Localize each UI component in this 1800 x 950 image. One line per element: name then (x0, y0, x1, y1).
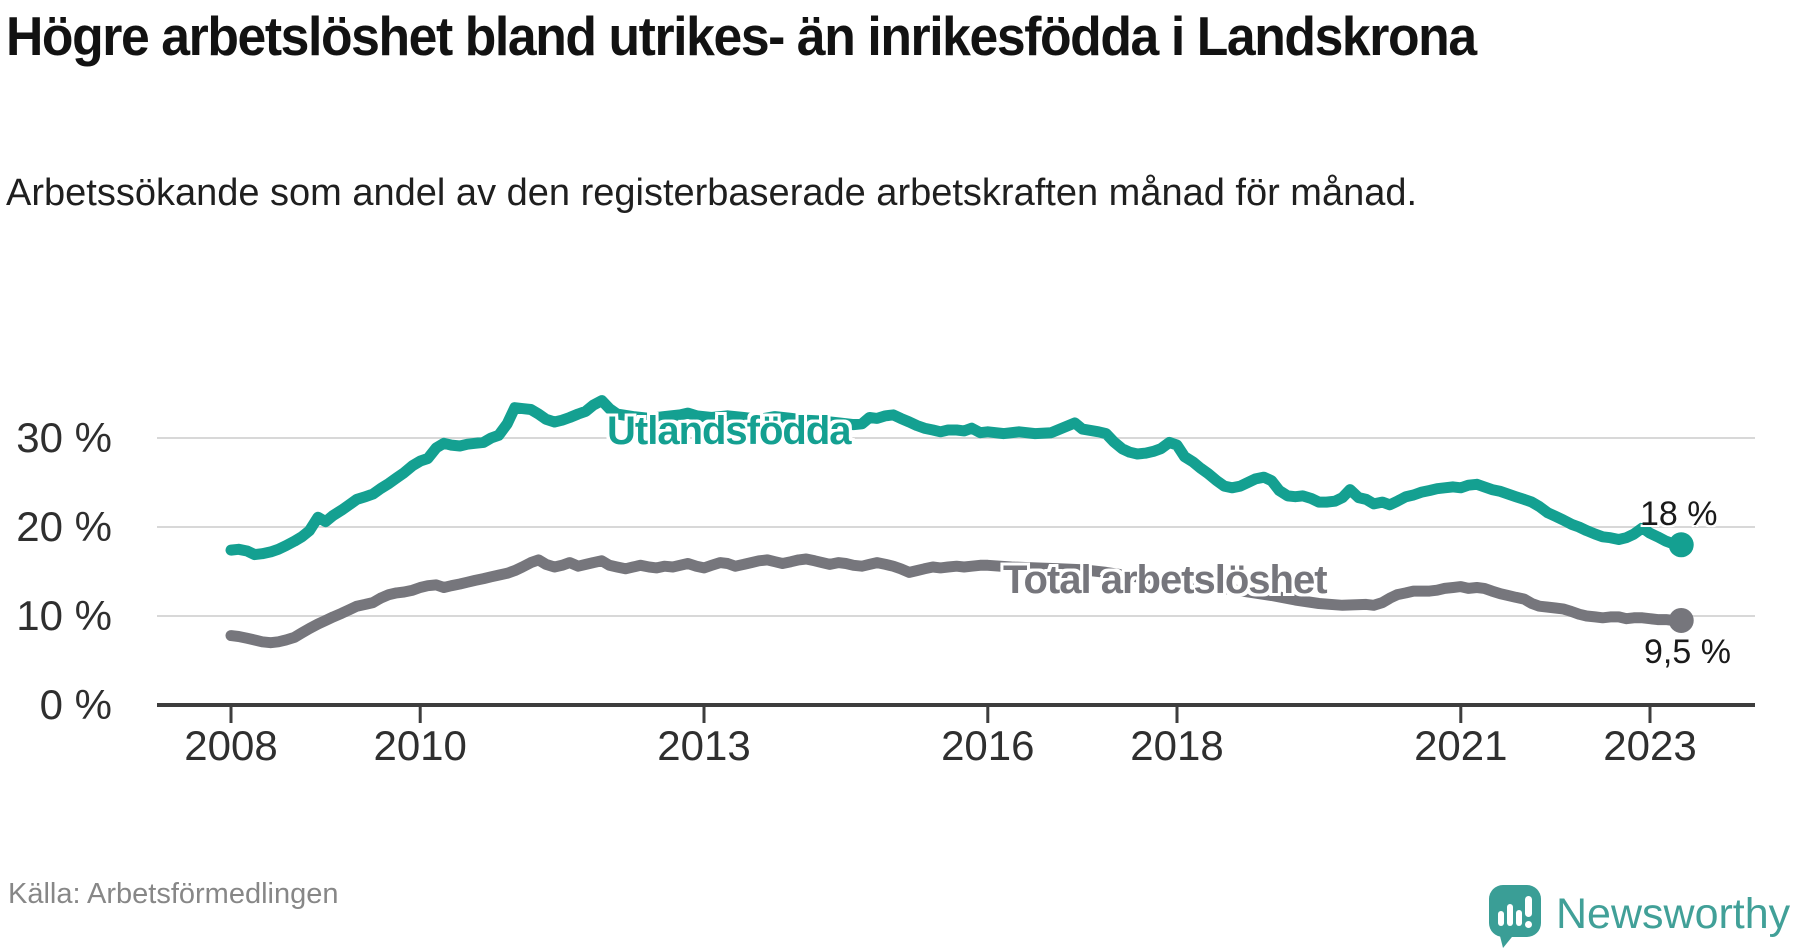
newsworthy-logo-icon (1489, 885, 1541, 948)
y-tick-label: 10 % (16, 592, 112, 639)
series-line (225, 553, 1687, 649)
x-tick-label: 2018 (1130, 722, 1224, 769)
series-end-dot (1668, 532, 1694, 558)
y-tick-label: 20 % (16, 503, 112, 550)
x-tick-label: 2016 (941, 722, 1035, 769)
x-tick-label: 2021 (1414, 722, 1508, 769)
series-line (225, 395, 1687, 561)
newsworthy-wordmark: Newsworthy (1556, 890, 1791, 938)
x-tick-label: 2010 (373, 722, 467, 769)
series-label-utlandsfodda: Utlandsfödda (607, 409, 852, 453)
chart-subtitle: Arbetssökande som andel av den registerb… (6, 172, 1418, 214)
end-value-label-total: 9,5 % (1644, 633, 1731, 671)
end-value-label-utlandsfodda: 18 % (1640, 495, 1718, 533)
x-tick-label: 2013 (657, 722, 751, 769)
x-tick-label: 2023 (1603, 722, 1697, 769)
series-label-total-arbetsloshet: Total arbetslöshet (1003, 558, 1328, 602)
y-tick-label: 0 % (39, 681, 112, 728)
series-end-dot (1668, 607, 1694, 633)
x-tick-label: 2008 (184, 722, 278, 769)
page-title: Högre arbetslöshet bland utrikes- än inr… (6, 5, 1477, 67)
source-attribution: Källa: Arbetsförmedlingen (8, 878, 339, 910)
y-tick-label: 30 % (16, 414, 112, 461)
